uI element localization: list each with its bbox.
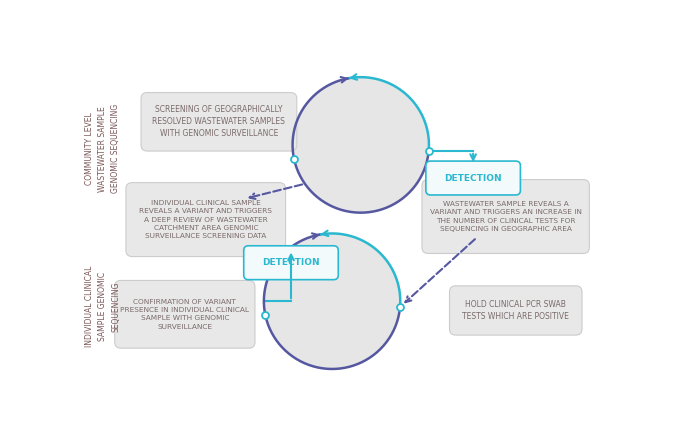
Text: SCREENING OF GEOGRAPHICALLY
RESOLVED WASTEWATER SAMPLES
WITH GENOMIC SURVEILLANC: SCREENING OF GEOGRAPHICALLY RESOLVED WAS… bbox=[153, 105, 286, 139]
Text: DETECTION: DETECTION bbox=[445, 174, 502, 182]
FancyBboxPatch shape bbox=[422, 179, 589, 254]
FancyBboxPatch shape bbox=[126, 182, 286, 257]
Circle shape bbox=[292, 77, 429, 213]
Text: INDIVIDUAL CLINICAL
SAMPLE GENOMIC
SEQUENCING: INDIVIDUAL CLINICAL SAMPLE GENOMIC SEQUE… bbox=[85, 266, 121, 347]
Text: INDIVIDUAL CLINICAL SAMPLE
REVEALS A VARIANT AND TRIGGERS
A DEEP REVIEW OF WASTE: INDIVIDUAL CLINICAL SAMPLE REVEALS A VAR… bbox=[139, 200, 272, 239]
Text: DETECTION: DETECTION bbox=[262, 258, 320, 267]
Text: WASTEWATER SAMPLE REVEALS A
VARIANT AND TRIGGERS AN INCREASE IN
THE NUMBER OF CL: WASTEWATER SAMPLE REVEALS A VARIANT AND … bbox=[429, 201, 582, 232]
FancyBboxPatch shape bbox=[449, 286, 582, 335]
Text: HOLD CLINICAL PCR SWAB
TESTS WHICH ARE POSITIVE: HOLD CLINICAL PCR SWAB TESTS WHICH ARE P… bbox=[462, 300, 569, 321]
Text: COMMUNITY LEVEL
WASTEWATER SAMPLE
GENOMIC SEQUENCING: COMMUNITY LEVEL WASTEWATER SAMPLE GENOMI… bbox=[85, 104, 121, 194]
Text: CONFIRMATION OF VARIANT
PRESENCE IN INDIVIDUAL CLINICAL
SAMPLE WITH GENOMIC
SURV: CONFIRMATION OF VARIANT PRESENCE IN INDI… bbox=[121, 299, 249, 330]
FancyBboxPatch shape bbox=[114, 281, 255, 348]
FancyBboxPatch shape bbox=[244, 246, 338, 280]
Circle shape bbox=[264, 234, 400, 369]
FancyBboxPatch shape bbox=[426, 161, 521, 195]
FancyBboxPatch shape bbox=[141, 92, 297, 151]
